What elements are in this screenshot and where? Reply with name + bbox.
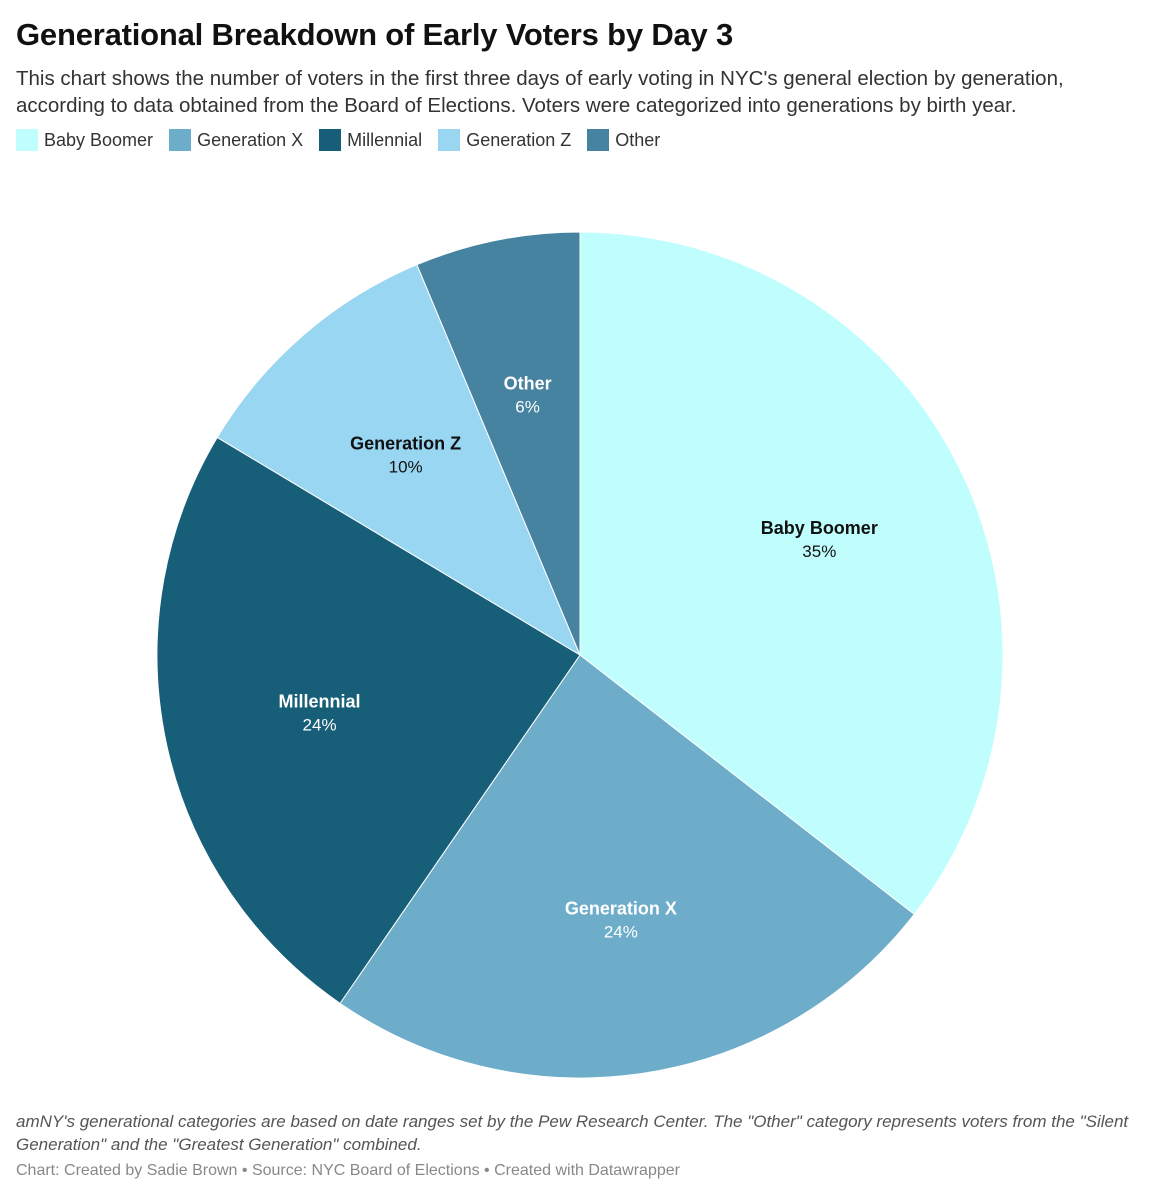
legend-label: Baby Boomer [44, 129, 154, 150]
legend-swatch [438, 129, 461, 151]
legend-label: Generation X [197, 129, 304, 150]
slice-value-label: 24% [303, 715, 337, 734]
slice-value-label: 6% [515, 398, 540, 417]
legend-item: Baby Boomer [16, 129, 153, 151]
pie-slice [579, 231, 1004, 915]
slice-name-label: Generation Z [350, 433, 461, 453]
chart-description: This chart shows the number of voters in… [16, 67, 1064, 117]
legend-label: Millennial [347, 129, 423, 150]
legend-item: Other [587, 129, 660, 151]
legend-swatch [319, 129, 342, 151]
slice-value-label: 35% [802, 542, 836, 561]
slice-name-label: Baby Boomer [761, 518, 878, 538]
chart-byline: Chart: Created by Sadie Brown • Source: … [16, 1162, 680, 1179]
pie-chart: Baby Boomer 35% Generation X 24% Millennial 2… [156, 231, 1004, 1079]
chart-title: Generational Breakdown of Early Voters b… [16, 17, 734, 52]
legend: Baby Boomer Generation X Millennial Generat… [16, 129, 1144, 151]
legend-item: Millennial [319, 129, 422, 151]
legend-item: Generation X [169, 129, 303, 151]
pie-slice [416, 231, 581, 656]
legend-label: Other [615, 129, 661, 150]
slice-name-label: Generation X [565, 898, 677, 918]
pie-slice [156, 436, 581, 1005]
slice-value-label: 24% [604, 922, 638, 941]
chart-notes: amNY's generational categories are based… [16, 1112, 1129, 1154]
legend-item: Generation Z [438, 129, 571, 151]
slice-name-label: Millennial [279, 691, 361, 711]
slice-name-label: Other [504, 374, 552, 394]
pie-slice [339, 654, 915, 1079]
pie-slice [216, 264, 582, 657]
slice-value-label: 10% [389, 457, 423, 476]
legend-swatch [587, 129, 610, 151]
legend-swatch [169, 129, 192, 151]
legend-swatch [16, 129, 38, 151]
legend-label: Generation Z [466, 129, 572, 150]
